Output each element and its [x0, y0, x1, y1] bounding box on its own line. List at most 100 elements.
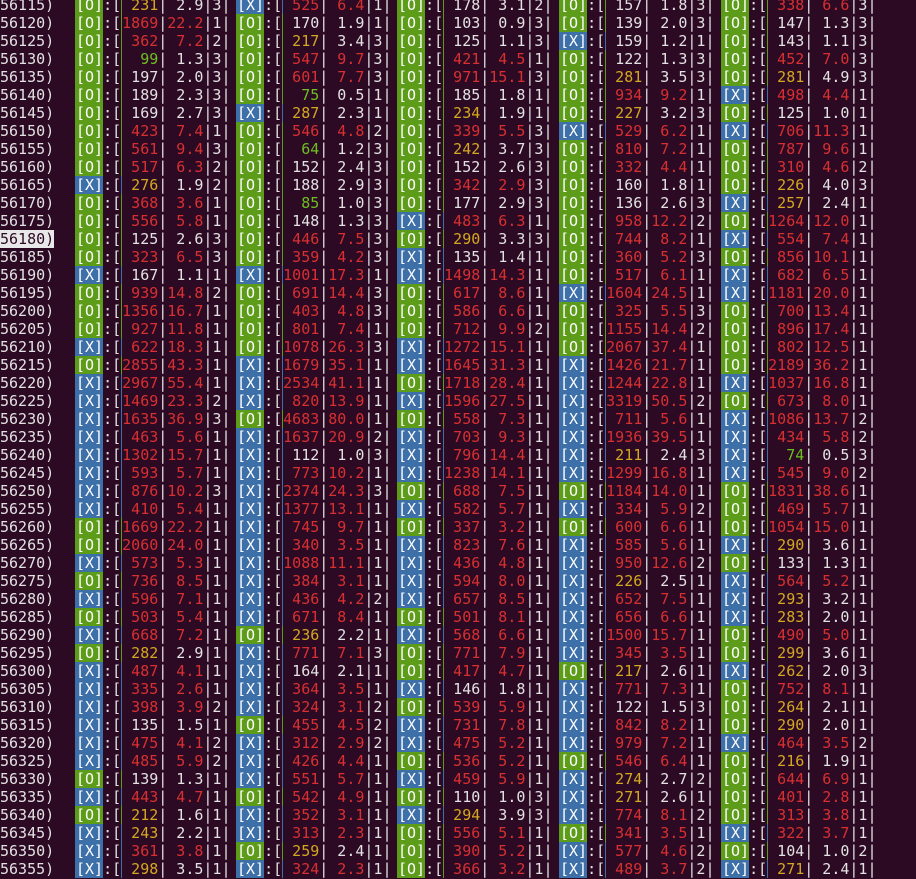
status-tag: [X] [559, 608, 607, 626]
status-tag: [X] [721, 572, 769, 590]
status-tag: [O] [397, 302, 445, 320]
status-tag: [X] [397, 734, 445, 752]
result-cell: [O]97115.13 [397, 68, 552, 86]
rate-value: 37.4 [651, 338, 696, 356]
rate-value: 1.1 [489, 32, 534, 50]
level-value: 2 [373, 698, 391, 716]
count-value: 274 [606, 770, 651, 788]
result-cell: [O]95812.22 [559, 212, 714, 230]
result-cell: [X]2262.51 [559, 572, 714, 590]
count-value: 558 [444, 410, 489, 428]
count-value: 125 [444, 32, 489, 50]
result-cell: [X]2761.92 [75, 176, 230, 194]
log-row: 56140)[O]1892.33[O]750.51[O]1851.81[O]93… [0, 86, 916, 104]
rate-value: 10.1 [813, 248, 858, 266]
result-cell: [X]1591.21 [559, 32, 714, 50]
level-value: 1 [534, 770, 552, 788]
result-cell: [O]7528.11 [721, 680, 876, 698]
status-tag: [O] [721, 698, 769, 716]
level-value: 1 [696, 428, 714, 446]
status-tag: [X] [75, 446, 123, 464]
level-value: 3 [212, 0, 230, 14]
level-value: 3 [373, 482, 391, 500]
level-value: 3 [534, 176, 552, 194]
level-value: 1 [534, 248, 552, 266]
status-tag: [X] [559, 356, 607, 374]
count-value: 436 [444, 554, 489, 572]
rate-value: 4.2 [328, 248, 373, 266]
rate-value: 4.4 [651, 158, 696, 176]
rate-value: 1.0 [328, 446, 373, 464]
status-tag: [X] [236, 860, 284, 878]
count-value: 325 [606, 302, 651, 320]
level-value: 3 [373, 194, 391, 212]
count-value: 294 [444, 806, 489, 824]
status-tag: [X] [559, 680, 607, 698]
status-tag: [X] [236, 734, 284, 752]
line-number: 56155) [0, 140, 55, 158]
line-number: 56195) [0, 284, 55, 302]
count-value: 1604 [606, 284, 651, 302]
level-value: 1 [534, 644, 552, 662]
count-value: 143 [768, 32, 813, 50]
status-tag: [O] [397, 176, 445, 194]
result-cell: [X]2712.61 [559, 788, 714, 806]
count-value: 2189 [768, 356, 813, 374]
result-cell: [O]1101.03 [397, 788, 552, 806]
level-value: 1 [534, 464, 552, 482]
status-tag: [O] [559, 104, 607, 122]
result-cell: [X]1671.11 [75, 266, 230, 284]
status-tag: [X] [397, 626, 445, 644]
status-tag: [X] [559, 698, 607, 716]
level-value: 1 [696, 482, 714, 500]
status-tag: [O] [721, 68, 769, 86]
level-value: 1 [858, 626, 876, 644]
result-cell: [O]8107.21 [559, 140, 714, 158]
status-tag: [O] [721, 14, 769, 32]
count-value: 774 [606, 806, 651, 824]
result-cell: [X]4855.92 [75, 752, 230, 770]
level-value: 1 [373, 824, 391, 842]
level-value: 3 [212, 248, 230, 266]
level-value: 1 [212, 518, 230, 536]
log-row: 56170)[O]3683.61[O]851.03[O]1772.93[O]13… [0, 194, 916, 212]
level-value: 1 [212, 374, 230, 392]
status-tag: [O] [721, 338, 769, 356]
log-row: 56320)[X]4754.12[X]3122.92[X]4755.21[X]9… [0, 734, 916, 752]
count-value: 125 [122, 230, 167, 248]
line-number: 56170) [0, 194, 55, 212]
count-value: 656 [606, 608, 651, 626]
count-value: 464 [768, 734, 813, 752]
status-tag: [O] [236, 338, 284, 356]
count-value: 1264 [768, 212, 813, 230]
count-value: 1498 [444, 266, 489, 284]
status-tag: [O] [721, 212, 769, 230]
count-value: 712 [444, 320, 489, 338]
rate-value: 4.1 [167, 662, 212, 680]
result-cell: [X]3223.71 [721, 824, 876, 842]
level-value: 1 [212, 122, 230, 140]
count-value: 483 [444, 212, 489, 230]
rate-value: 26.3 [328, 338, 373, 356]
line-number: 56125) [0, 32, 55, 50]
count-value: 257 [768, 194, 813, 212]
count-value: 934 [606, 86, 651, 104]
count-value: 276 [122, 176, 167, 194]
log-row: 56220)[X]296755.41[X]253441.11[O]171828.… [0, 374, 916, 392]
level-value: 1 [696, 572, 714, 590]
rate-value: 8.5 [167, 572, 212, 590]
rate-value: 2.3 [167, 86, 212, 104]
rate-value: 9.7 [328, 518, 373, 536]
rate-value: 13.7 [813, 410, 858, 428]
count-value: 323 [122, 248, 167, 266]
rate-value: 0.9 [489, 14, 534, 32]
rate-value: 1.2 [651, 32, 696, 50]
level-value: 1 [534, 842, 552, 860]
level-value: 1 [534, 680, 552, 698]
level-value: 3 [373, 176, 391, 194]
count-value: 1936 [606, 428, 651, 446]
count-value: 362 [122, 32, 167, 50]
rate-value: 2.9 [489, 176, 534, 194]
result-cell: [O]3627.22 [75, 32, 230, 50]
log-row: 56295)[O]2822.91[X]7717.13[O]7717.91[X]3… [0, 644, 916, 662]
